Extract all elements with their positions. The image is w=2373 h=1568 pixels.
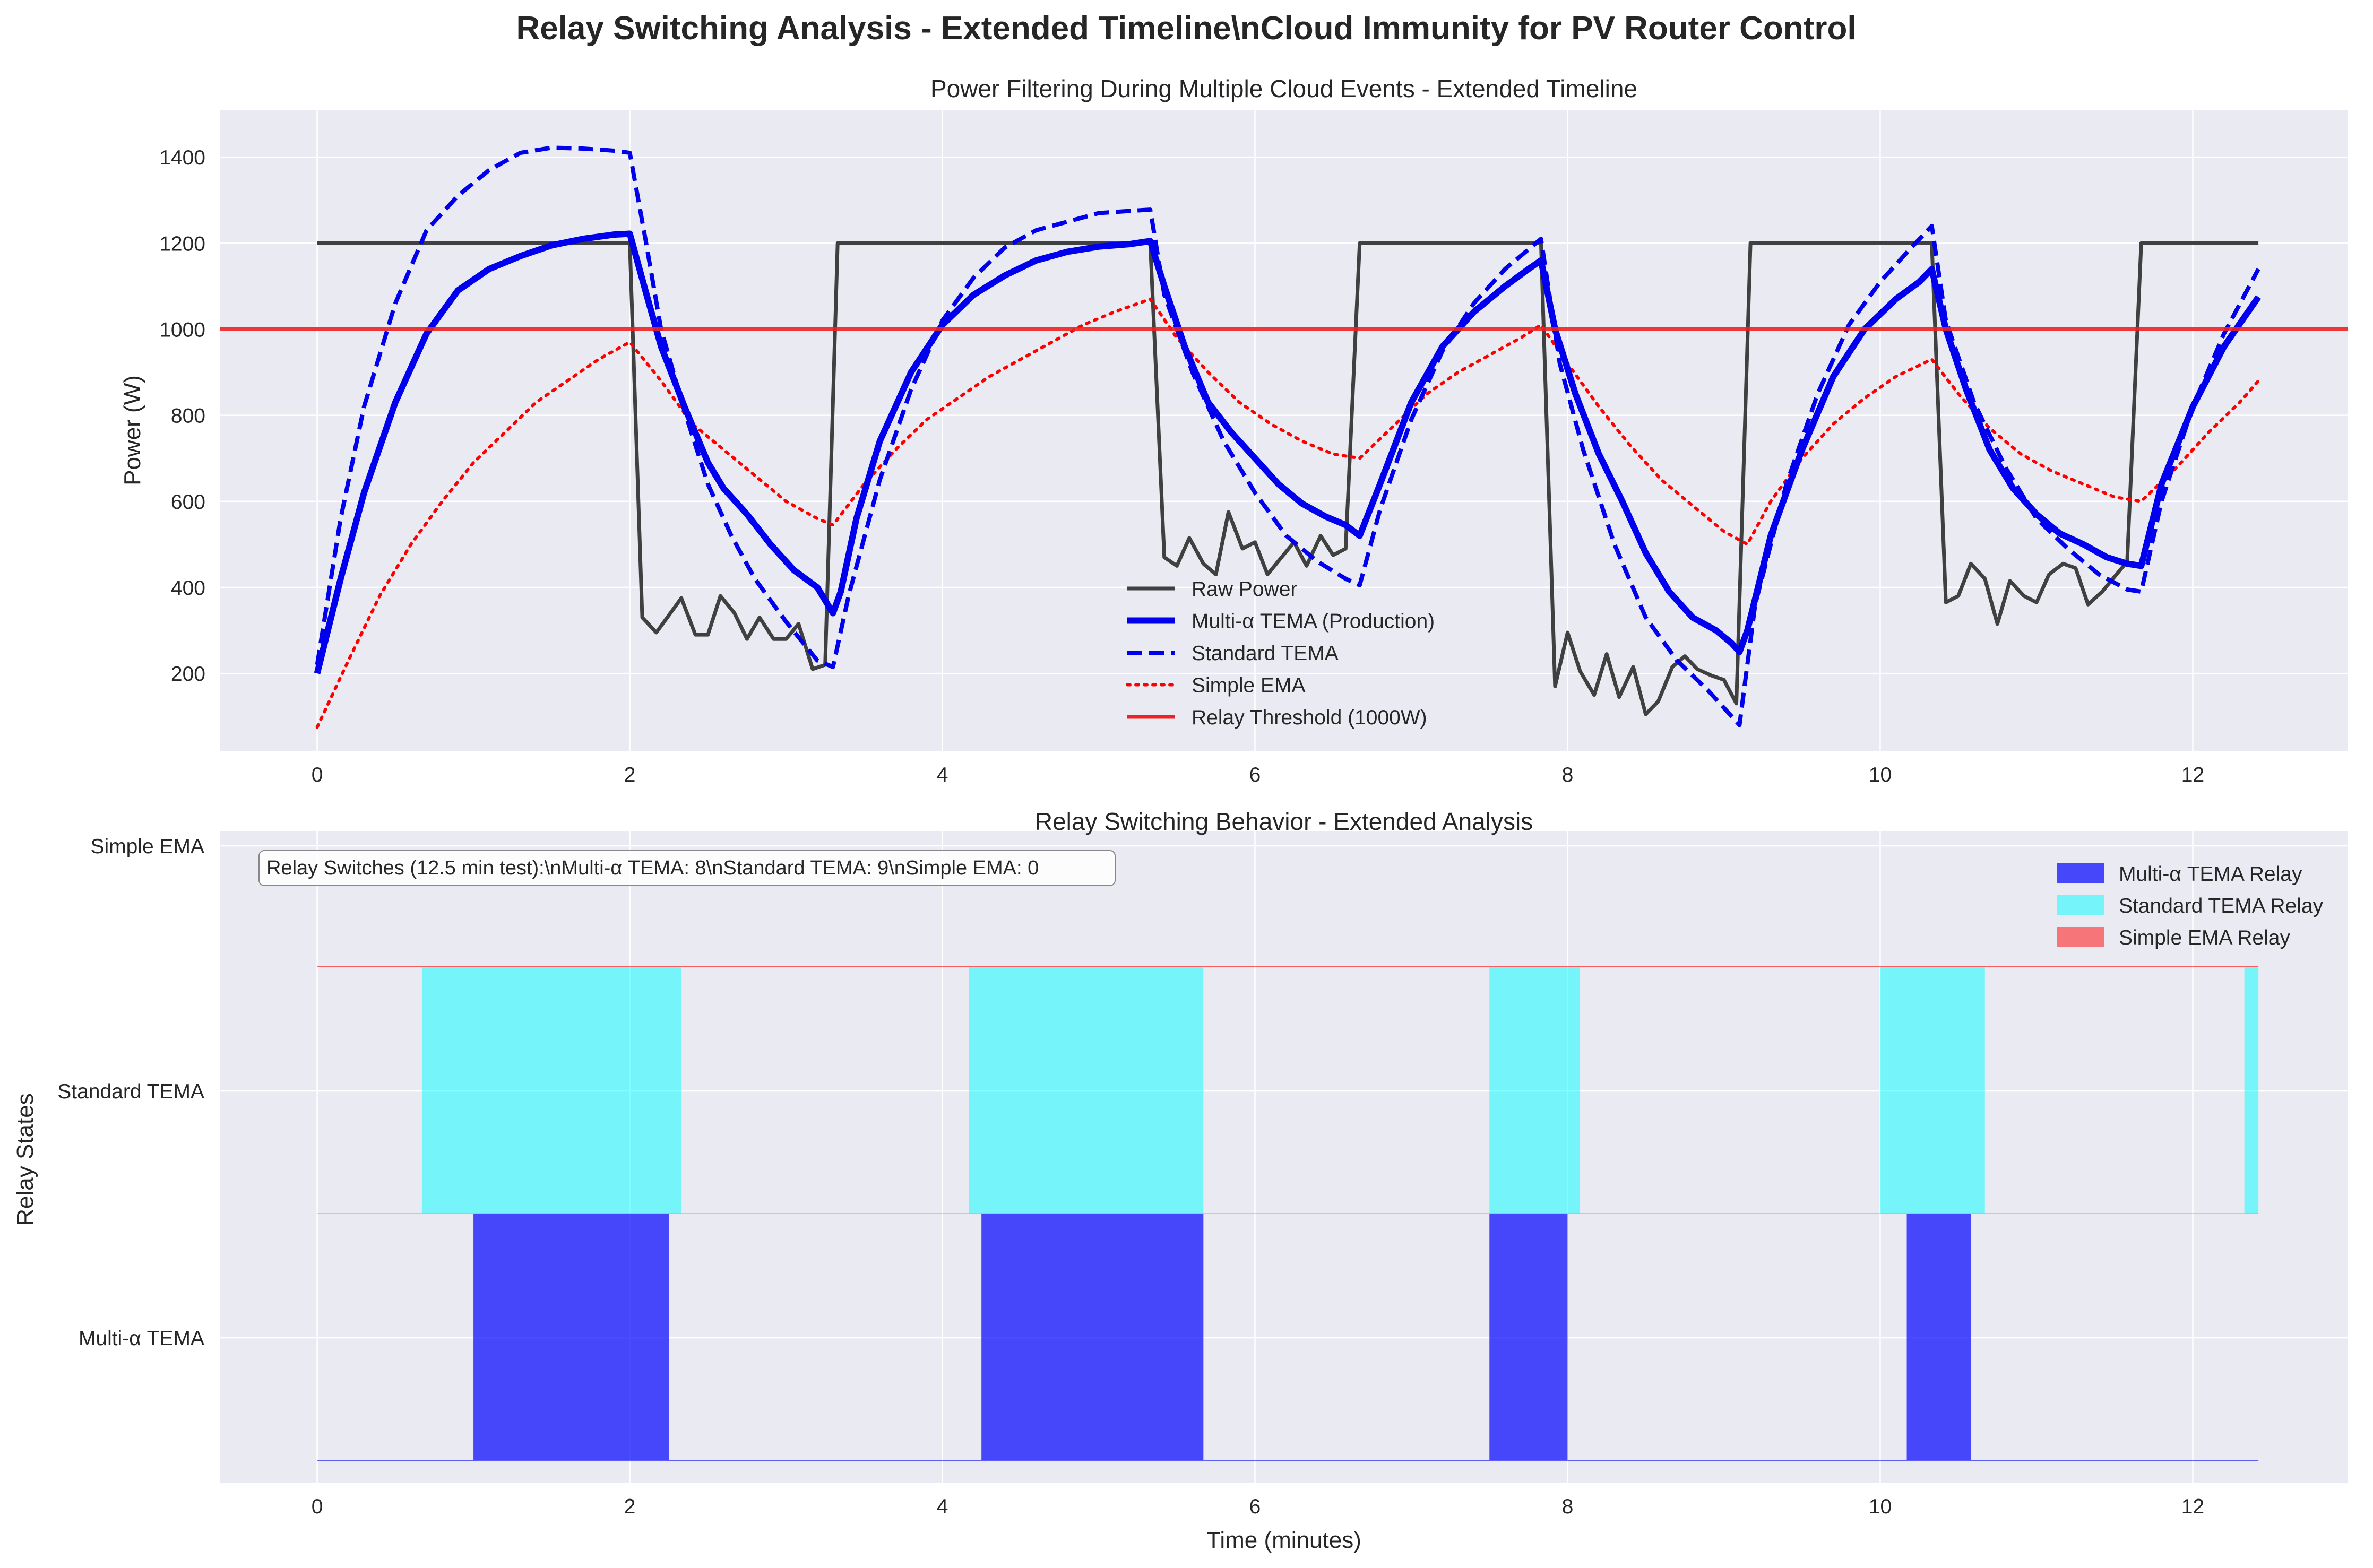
relay-chart-title: Relay Switching Behavior - Extended Anal… bbox=[1035, 808, 1533, 835]
series-simple-ema bbox=[315, 297, 2260, 729]
power-y-tick-label: 1000 bbox=[159, 318, 205, 341]
power-series bbox=[220, 145, 2348, 729]
relay-y-tick-label: Multi-α TEMA bbox=[79, 1327, 204, 1350]
relay-on-block-multi-tema-relay bbox=[473, 1214, 669, 1460]
power-x-tick-label: 4 bbox=[937, 764, 948, 786]
legend-label-multi-tema-relay: Multi-α TEMA Relay bbox=[2119, 863, 2302, 886]
power-y-tick-label: 200 bbox=[171, 663, 205, 686]
relay-y-tick-label: Simple EMA bbox=[90, 835, 204, 858]
relay-x-tick-label: 8 bbox=[1562, 1495, 1574, 1518]
annotation-text: Relay Switches (12.5 min test):\nMulti-α… bbox=[266, 857, 1039, 879]
power-panel: Power Filtering During Multiple Cloud Ev… bbox=[119, 75, 2348, 786]
relay-x-axis-label: Time (minutes) bbox=[1206, 1527, 1361, 1553]
series-standard-tema bbox=[315, 145, 2260, 727]
legend-swatch-simple-ema-relay bbox=[2057, 927, 2104, 947]
relay-switch-count-annotation: Relay Switches (12.5 min test):\nMulti-α… bbox=[258, 850, 1116, 886]
figure-suptitle: Relay Switching Analysis - Extended Time… bbox=[516, 10, 1856, 47]
relay-on-block-standard-tema-relay bbox=[2244, 967, 2259, 1214]
relay-on-block-standard-tema-relay bbox=[969, 967, 1204, 1214]
power-y-tick-label: 1200 bbox=[159, 232, 205, 255]
legend-label-standard-tema: Standard TEMA bbox=[1192, 642, 1339, 665]
power-y-tick-label: 400 bbox=[171, 577, 205, 600]
series-raw-power bbox=[317, 241, 2259, 716]
relay-legend: Multi-α TEMA Relay Standard TEMA Relay Sim… bbox=[2057, 863, 2324, 949]
power-y-axis-label: Power (W) bbox=[119, 375, 145, 486]
relay-on-block-standard-tema-relay bbox=[1880, 967, 1985, 1214]
relay-y-tick-label: Standard TEMA bbox=[57, 1080, 204, 1103]
power-x-tick-label: 0 bbox=[312, 764, 323, 786]
power-chart-title: Power Filtering During Multiple Cloud Ev… bbox=[930, 75, 1637, 102]
relay-x-tick-label: 4 bbox=[937, 1495, 948, 1518]
series-multi-tema-production bbox=[314, 230, 2262, 674]
legend-swatch-multi-tema-relay bbox=[2057, 863, 2104, 883]
legend-label-standard-tema-relay: Standard TEMA Relay bbox=[2119, 895, 2324, 917]
relay-y-axis-label: Relay States bbox=[12, 1093, 38, 1225]
relay-on-block-multi-tema-relay bbox=[1489, 1214, 1568, 1460]
relay-x-tick-label: 10 bbox=[1869, 1495, 1892, 1518]
power-x-tick-label: 10 bbox=[1869, 764, 1892, 786]
power-tick-labels: 0 2 4 6 8 10 12 200 400 600 800 1000 1200 1400 bbox=[159, 146, 2204, 786]
relay-x-tick-label: 2 bbox=[624, 1495, 636, 1518]
power-x-tick-label: 6 bbox=[1249, 764, 1261, 786]
power-y-tick-label: 600 bbox=[171, 491, 205, 514]
legend-label-multi-tema-production: Multi-α TEMA (Production) bbox=[1192, 610, 1435, 633]
relay-x-tick-label: 6 bbox=[1249, 1495, 1261, 1518]
legend-label-relay-threshold-1000w: Relay Threshold (1000W) bbox=[1192, 706, 1427, 729]
legend-swatch-standard-tema-relay bbox=[2057, 895, 2104, 915]
legend-label-simple-ema: Simple EMA bbox=[1192, 674, 1306, 697]
power-x-tick-label: 8 bbox=[1562, 764, 1574, 786]
relay-on-block-standard-tema-relay bbox=[1489, 967, 1581, 1214]
relay-on-block-multi-tema-relay bbox=[981, 1214, 1204, 1460]
relay-on-block-multi-tema-relay bbox=[1906, 1214, 1971, 1460]
legend-label-simple-ema-relay: Simple EMA Relay bbox=[2119, 926, 2290, 949]
relay-panel: Relay Switching Behavior - Extended Anal… bbox=[12, 808, 2348, 1553]
relay-tick-labels: 0 2 4 6 8 10 12 Multi-α TEMA Standard TEMA Simple… bbox=[57, 835, 2204, 1518]
power-x-tick-label: 12 bbox=[2181, 764, 2204, 786]
relay-on-block-standard-tema-relay bbox=[421, 967, 681, 1214]
relay-x-tick-label: 0 bbox=[312, 1495, 323, 1518]
relay-x-tick-label: 12 bbox=[2181, 1495, 2204, 1518]
power-y-tick-label: 1400 bbox=[159, 146, 205, 169]
power-x-tick-label: 2 bbox=[624, 764, 636, 786]
power-y-tick-label: 800 bbox=[171, 405, 205, 428]
legend-label-raw-power: Raw Power bbox=[1192, 578, 1297, 601]
power-legend: Raw Power Multi-α TEMA (Production) Standa… bbox=[1126, 578, 1435, 729]
relay-series bbox=[317, 966, 2259, 1461]
annotation-box bbox=[258, 850, 1116, 886]
